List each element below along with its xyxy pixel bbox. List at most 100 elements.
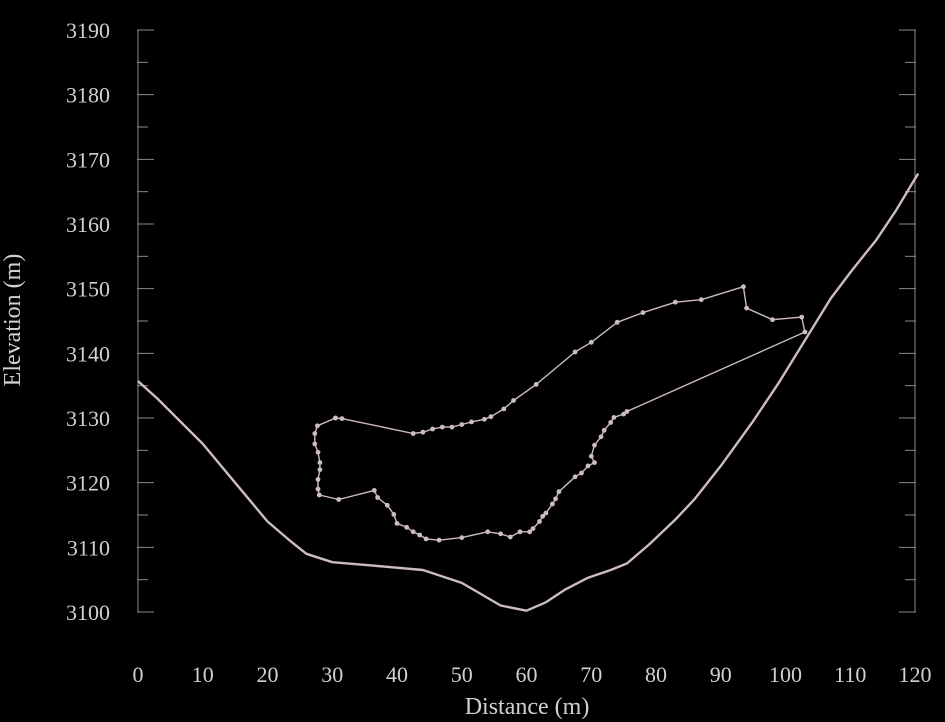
outline-point: [614, 319, 620, 325]
x-tick-label: 70: [580, 662, 602, 687]
outline-point: [485, 529, 491, 535]
outline-point: [423, 536, 429, 542]
outline-point: [533, 382, 539, 387]
outline-point: [459, 422, 465, 427]
outline-point: [579, 470, 584, 476]
outline-point: [608, 420, 614, 425]
x-tick-label: 50: [451, 662, 473, 687]
y-tick-label: 3120: [66, 471, 110, 496]
outline-point: [621, 411, 626, 417]
outline-point: [420, 429, 426, 435]
outline-point: [501, 406, 507, 412]
outline-point: [430, 426, 435, 432]
outline-point: [673, 299, 678, 305]
x-tick-label: 80: [645, 662, 667, 687]
outline-point: [436, 537, 442, 543]
outline-point: [339, 416, 345, 421]
outline-point: [543, 510, 549, 516]
outline-point: [488, 414, 494, 420]
outline-point: [333, 415, 338, 421]
x-tick-label: 90: [710, 662, 732, 687]
y-tick-label: 3130: [66, 406, 110, 431]
outline-point: [611, 415, 617, 420]
y-axis-title: Elevation (m): [0, 254, 26, 387]
outline-point: [391, 512, 397, 517]
outline-point: [459, 535, 465, 540]
x-tick-label: 30: [321, 662, 343, 687]
y-tick-label: 3170: [66, 147, 110, 172]
outline-point: [572, 349, 578, 355]
x-tick-label: 10: [192, 662, 214, 687]
outline-point: [375, 495, 380, 500]
y-tick-label: 3140: [66, 341, 110, 366]
x-tick-label: 20: [257, 662, 279, 687]
outline-point: [315, 486, 321, 492]
tick-labels: 3100 3110 3120 3130 3140 3150 3160 3170 3180 3190…: [66, 18, 932, 687]
outline-point: [588, 453, 594, 459]
outline-point: [585, 463, 591, 469]
outline-point: [588, 339, 594, 345]
outline-point: [527, 529, 533, 535]
x-tick-label: 0: [133, 662, 144, 687]
x-tick-label: 100: [769, 662, 802, 687]
outline-point: [550, 501, 555, 507]
y-tick-label: 3160: [66, 212, 110, 237]
outline-point: [417, 532, 423, 538]
x-axis-title: Distance (m): [465, 694, 590, 720]
outline-point: [507, 534, 513, 540]
y-tick-label: 3190: [66, 18, 110, 43]
profile-line: [137, 172, 920, 612]
x-tick-label: 40: [386, 662, 408, 687]
outline-point: [315, 477, 321, 482]
outline-point: [410, 431, 416, 436]
outline-point: [556, 489, 562, 495]
outline-point: [530, 526, 536, 531]
outline-point: [317, 467, 323, 473]
outline-point: [592, 460, 597, 465]
outline-point: [439, 424, 445, 430]
outline-point: [317, 460, 323, 465]
x-tick-label: 60: [516, 662, 538, 687]
outline-point: [498, 531, 503, 537]
outline-point: [312, 431, 318, 436]
outline-point: [315, 449, 321, 455]
x-tick-label: 120: [899, 662, 932, 687]
outline-point: [601, 427, 607, 433]
y-tick-label: 3180: [66, 83, 110, 108]
outline-point: [624, 409, 630, 414]
outline-point: [770, 317, 775, 323]
outline-point: [741, 284, 746, 290]
outline-point: [449, 424, 455, 430]
outline-point: [744, 305, 749, 311]
outline-point: [698, 297, 704, 303]
outline-point: [384, 502, 390, 508]
y-tick-label: 3100: [66, 600, 110, 625]
outline-point: [394, 521, 400, 526]
tick-marks: [137, 29, 916, 613]
outline-point: [312, 441, 318, 447]
outline-point: [371, 488, 377, 493]
outline-point: [410, 529, 416, 535]
outline-point: [316, 492, 322, 498]
outline-point: [537, 519, 542, 524]
x-tick-label: 110: [834, 662, 866, 687]
outline-point: [482, 416, 487, 422]
outline-point: [469, 419, 474, 425]
outline-point: [404, 524, 410, 530]
outline-point: [799, 314, 805, 320]
series-layer: [137, 172, 920, 612]
outline-point: [640, 310, 646, 315]
outline-point: [517, 529, 523, 535]
outline-point: [802, 329, 808, 335]
outline-point: [336, 497, 342, 502]
outline-point: [511, 398, 516, 403]
outline-point: [540, 513, 546, 519]
outline-point: [572, 474, 578, 480]
outline-point: [315, 423, 320, 429]
y-tick-label: 3150: [66, 277, 110, 302]
outline-point: [553, 496, 558, 502]
outline-point: [598, 434, 604, 440]
